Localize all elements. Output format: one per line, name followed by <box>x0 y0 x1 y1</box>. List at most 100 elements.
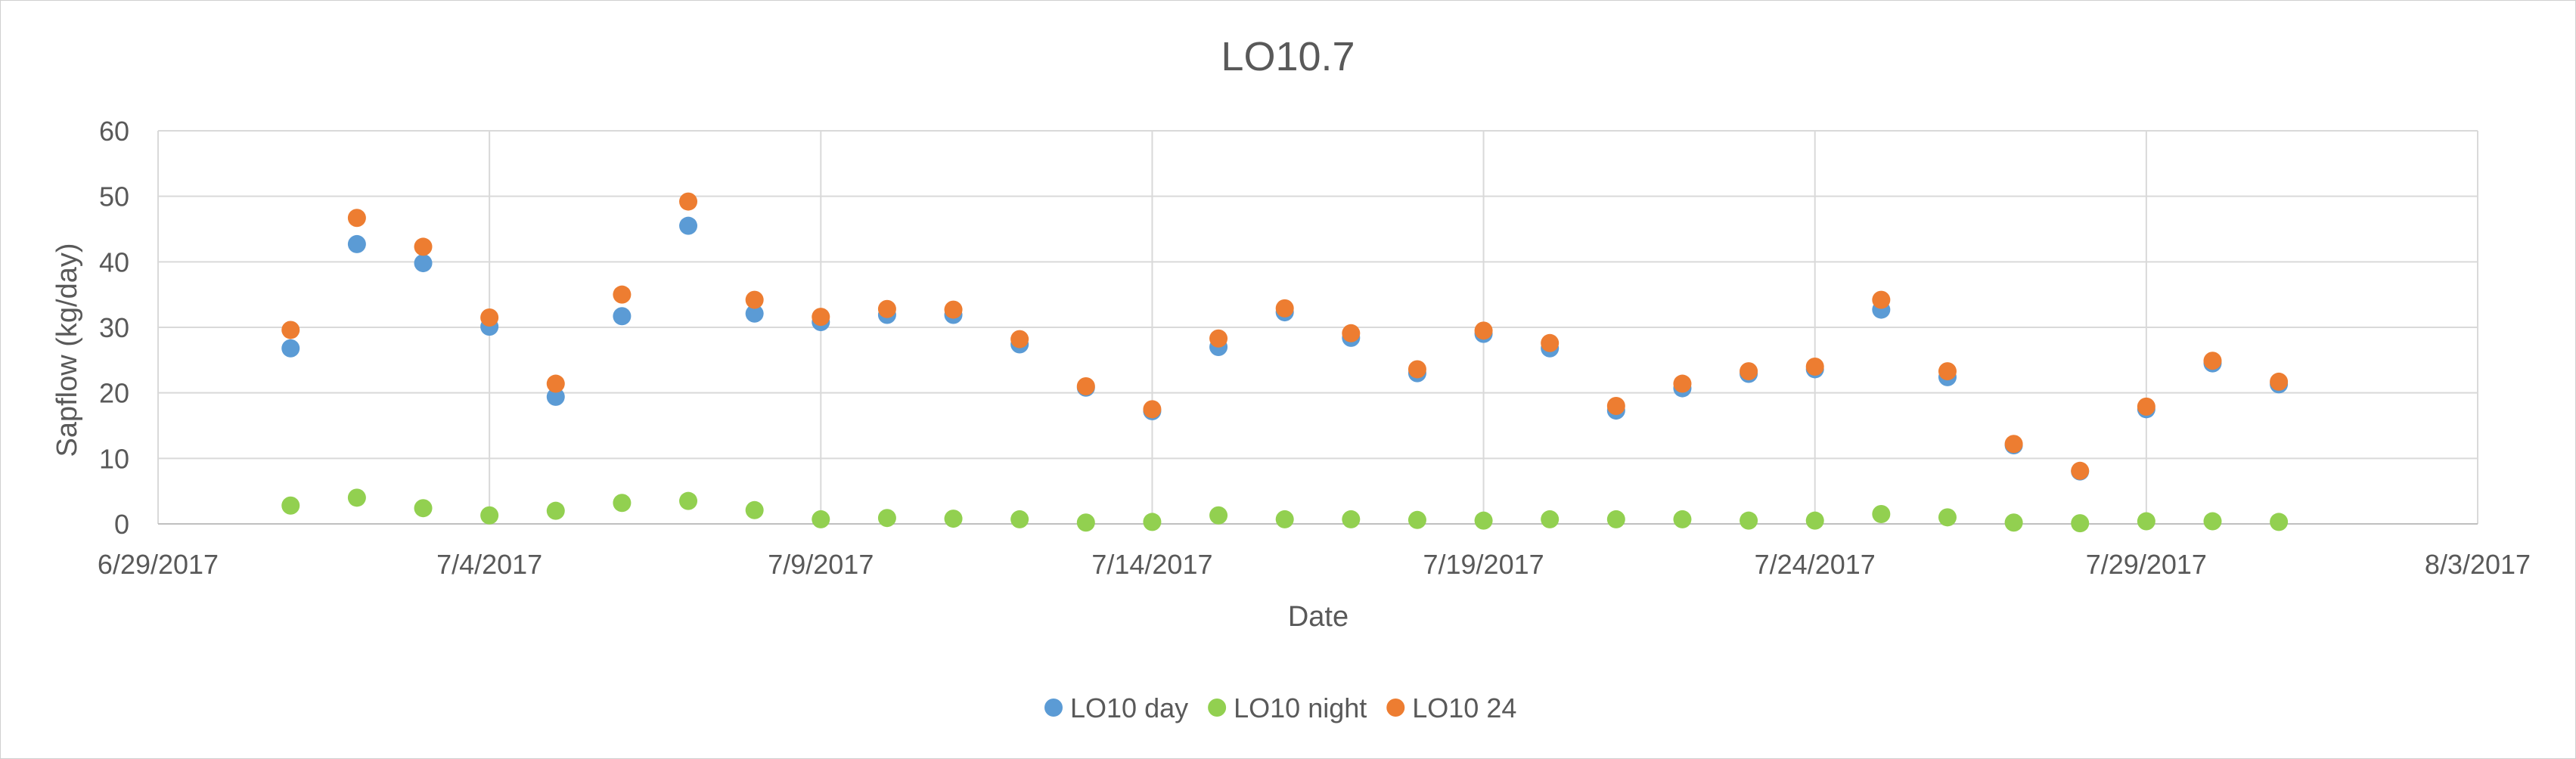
data-point <box>1474 511 1493 530</box>
data-point <box>745 304 764 323</box>
data-point <box>1342 510 1361 528</box>
data-point <box>679 491 698 510</box>
y-tick-label: 10 <box>99 443 129 474</box>
data-point <box>2137 397 2155 416</box>
data-point <box>281 321 300 339</box>
data-point <box>944 300 963 319</box>
legend-marker <box>1208 699 1227 717</box>
data-point <box>1342 324 1361 342</box>
x-tick-label: 7/19/2017 <box>1423 549 1544 580</box>
data-point <box>2004 435 2023 454</box>
y-tick-labels: 0 10 20 30 40 50 60 <box>99 116 129 540</box>
legend-marker <box>1044 699 1063 717</box>
data-point <box>613 494 632 513</box>
y-tick-label: 60 <box>99 116 129 147</box>
series-lo10-24 <box>281 192 2289 480</box>
legend-label: LO10 day <box>1070 692 1188 723</box>
data-point <box>2004 513 2023 532</box>
data-point <box>1740 362 1758 381</box>
data-point <box>2203 352 2222 370</box>
x-tick-label: 7/4/2017 <box>436 549 542 580</box>
y-tick-label: 50 <box>99 181 129 212</box>
data-point <box>1076 513 1095 532</box>
data-point <box>812 308 830 327</box>
data-point <box>480 506 499 525</box>
data-point <box>414 237 433 256</box>
data-point <box>812 510 830 528</box>
data-point <box>1673 510 1692 528</box>
data-point <box>1938 362 1957 381</box>
data-point <box>2270 372 2289 391</box>
legend-label: LO10 24 <box>1412 692 1516 723</box>
data-point <box>347 234 366 253</box>
data-point <box>1805 358 1824 376</box>
data-point <box>281 496 300 515</box>
y-tick-label: 30 <box>99 312 129 343</box>
data-point <box>2270 513 2289 531</box>
data-point <box>877 299 896 318</box>
data-point <box>1275 299 1294 318</box>
data-point <box>1143 513 1162 531</box>
data-point <box>414 254 433 273</box>
data-point <box>1407 360 1426 379</box>
data-point <box>613 307 632 326</box>
gridlines <box>157 130 2478 524</box>
data-point <box>2071 514 2090 533</box>
data-point <box>1474 321 1493 340</box>
legend-marker <box>1386 699 1405 717</box>
data-point <box>2137 512 2155 531</box>
data-point <box>679 192 698 211</box>
x-tick-labels: 6/29/2017 7/4/2017 7/9/2017 7/14/2017 7/19/2… <box>98 549 2531 580</box>
data-point <box>745 290 764 309</box>
data-point <box>877 509 896 528</box>
data-point <box>745 500 764 519</box>
data-point <box>1209 329 1228 348</box>
x-tick-label: 6/29/2017 <box>98 549 219 580</box>
x-tick-label: 7/29/2017 <box>2086 549 2207 580</box>
data-point <box>1541 510 1560 528</box>
y-tick-label: 40 <box>99 246 129 277</box>
data-point <box>1606 510 1625 528</box>
x-axis-label: Date <box>1288 601 1349 633</box>
data-point <box>1805 511 1824 530</box>
data-point <box>546 501 565 520</box>
data-point <box>2071 461 2090 480</box>
data-point <box>281 339 300 358</box>
data-point <box>1143 400 1162 419</box>
data-point <box>1606 397 1625 415</box>
data-point <box>1275 510 1294 528</box>
data-point <box>546 374 565 393</box>
legend: LO10 day LO10 night LO10 24 <box>1044 692 1516 723</box>
data-point <box>1938 508 1957 527</box>
x-tick-label: 7/14/2017 <box>1091 549 1212 580</box>
data-point <box>1740 511 1758 530</box>
x-tick-label: 7/24/2017 <box>1755 549 1876 580</box>
data-point <box>1673 374 1692 393</box>
data-point <box>1209 506 1228 525</box>
data-point <box>1010 510 1029 528</box>
data-point <box>347 209 366 228</box>
data-point <box>613 285 632 304</box>
y-tick-label: 20 <box>99 378 129 409</box>
legend-label: LO10 night <box>1234 692 1367 723</box>
series-lo10-night <box>281 488 2289 533</box>
data-point <box>480 308 499 327</box>
data-point <box>1872 505 1891 523</box>
data-point <box>1010 330 1029 349</box>
data-point <box>679 216 698 235</box>
data-point <box>347 488 366 507</box>
chart-title: LO10.7 <box>1221 34 1355 79</box>
data-point <box>414 499 433 518</box>
data-point <box>1407 510 1426 529</box>
data-point <box>1541 333 1560 352</box>
x-tick-label: 8/3/2017 <box>2425 549 2531 580</box>
data-point <box>546 387 565 406</box>
data-point <box>1872 290 1891 309</box>
data-point <box>2203 512 2222 531</box>
data-point <box>944 510 963 528</box>
series-lo10-day <box>281 216 2289 481</box>
data-points <box>281 192 2289 533</box>
data-point <box>1076 377 1095 395</box>
